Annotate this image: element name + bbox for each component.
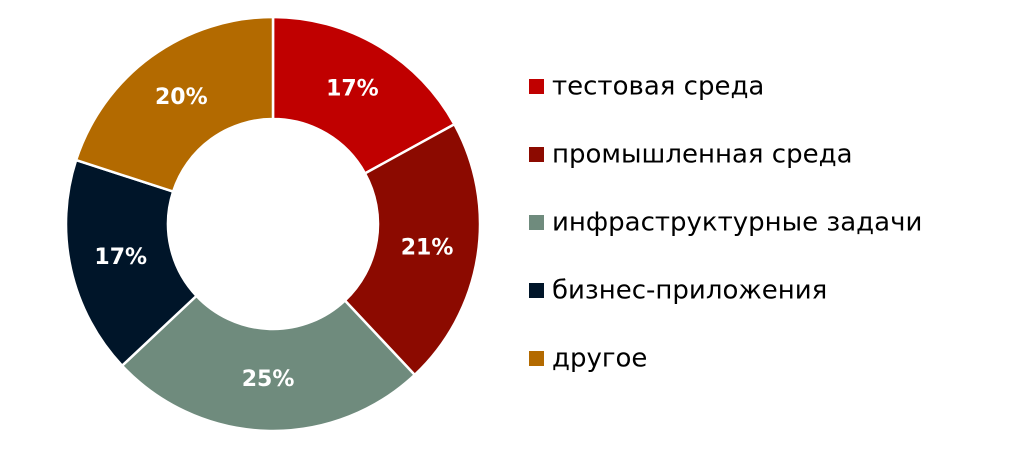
data-label: 17% bbox=[326, 77, 379, 102]
donut-slice bbox=[120, 294, 417, 433]
legend-label: тестовая среда bbox=[552, 72, 764, 102]
legend-label: промышленная среда bbox=[552, 140, 853, 170]
data-label: 20% bbox=[155, 85, 208, 110]
donut-slice bbox=[343, 122, 482, 377]
legend-swatch bbox=[529, 147, 544, 162]
legend-swatch bbox=[529, 283, 544, 298]
data-label: 25% bbox=[242, 367, 295, 392]
legend-swatch bbox=[529, 215, 544, 230]
donut-slice bbox=[74, 15, 275, 194]
legend-label: бизнес-приложения bbox=[552, 276, 827, 306]
data-label: 17% bbox=[94, 245, 147, 270]
donut-slice bbox=[64, 158, 199, 368]
legend-label: инфраструктурные задачи bbox=[552, 208, 922, 238]
data-label: 21% bbox=[401, 235, 454, 260]
donut-slice bbox=[271, 15, 457, 176]
legend-swatch bbox=[529, 79, 544, 94]
legend-swatch bbox=[529, 351, 544, 366]
legend-label: другое bbox=[552, 344, 647, 374]
